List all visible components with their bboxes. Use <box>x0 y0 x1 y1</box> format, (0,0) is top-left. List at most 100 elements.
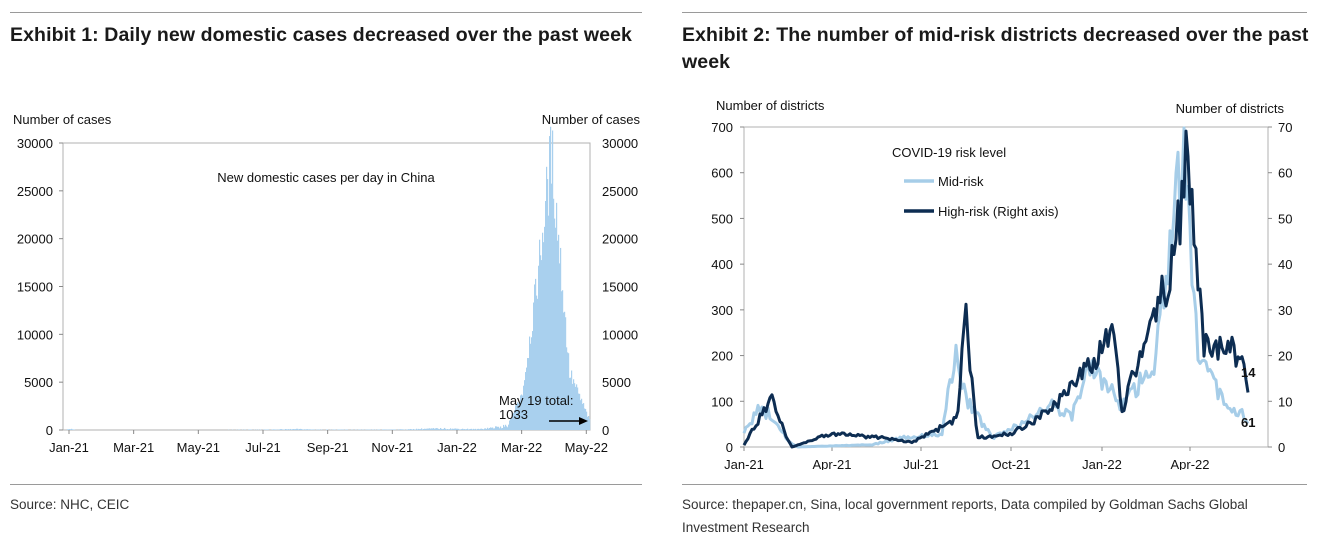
bar <box>513 412 515 430</box>
x-tick-label: Jul-21 <box>903 457 938 470</box>
y-tick-label-left: 15000 <box>17 280 53 295</box>
y-tick-label-right: 50 <box>1278 211 1292 226</box>
bar <box>567 352 569 430</box>
x-tick-label: Apr-22 <box>1170 457 1209 470</box>
bar <box>519 401 521 430</box>
bar <box>558 234 560 430</box>
bar <box>274 429 276 430</box>
bar <box>541 260 543 430</box>
bar <box>456 428 458 430</box>
bar <box>498 426 500 430</box>
exhibit-2-panel: Exhibit 2: The number of mid-risk distri… <box>672 0 1317 546</box>
y-tick-label-right: 5000 <box>602 375 631 390</box>
bar <box>579 393 581 430</box>
bar <box>502 427 504 430</box>
bar <box>451 429 453 430</box>
bar <box>413 428 415 430</box>
y-tick-label-left: 600 <box>711 166 733 181</box>
high-risk-line <box>742 129 1250 449</box>
bar <box>514 409 516 430</box>
bar <box>512 415 514 430</box>
bar <box>584 408 586 430</box>
bar <box>538 265 540 430</box>
y-tick-label-right: 10000 <box>602 327 638 342</box>
y-tick-label-left: 400 <box>711 257 733 272</box>
y-tick-label-right: 40 <box>1278 257 1292 272</box>
bar <box>72 429 74 430</box>
bar <box>483 429 485 430</box>
bar <box>419 429 421 430</box>
bar <box>582 403 584 430</box>
y-tick-label-right: 0 <box>1278 440 1285 455</box>
bar <box>501 428 503 430</box>
bar <box>447 429 449 430</box>
bar <box>286 429 288 430</box>
y-tick-label-left: 500 <box>711 211 733 226</box>
bar <box>568 353 570 430</box>
bar <box>556 202 558 430</box>
x-tick-label: Jan-22 <box>437 440 477 455</box>
bar <box>449 429 451 430</box>
bar <box>577 387 579 430</box>
y-tick-label-left: 20000 <box>17 232 53 247</box>
bar <box>279 429 281 430</box>
bar <box>442 429 444 430</box>
bar <box>571 370 573 430</box>
bar <box>408 429 410 430</box>
bar <box>301 429 303 430</box>
bar <box>534 284 536 430</box>
bar <box>493 428 495 430</box>
bar <box>525 372 527 430</box>
y-tick-label-left: 10000 <box>17 327 53 342</box>
exhibit-1-chart: Number of cases Number of cases 0 0 5000 5000… <box>13 112 640 455</box>
bar <box>532 331 534 430</box>
bar <box>484 428 486 430</box>
y-tick-label-left: 100 <box>711 394 733 409</box>
exhibit-2-chart: Number of districts Number of districts 0 1… <box>711 98 1292 470</box>
bar <box>559 263 561 430</box>
bar <box>505 424 507 430</box>
bar <box>466 429 468 430</box>
bar <box>485 428 487 430</box>
bar <box>287 429 289 430</box>
exhibit-2-source: Source: thepaper.cn, Sina, local governm… <box>682 497 1248 535</box>
bar <box>531 337 533 430</box>
y-tick-label-left: 200 <box>711 349 733 364</box>
bar <box>570 377 572 430</box>
bar <box>292 429 294 430</box>
x-tick-label: Nov-21 <box>371 440 413 455</box>
y-tick-label-left: 300 <box>711 303 733 318</box>
bar <box>428 428 430 430</box>
bar <box>547 179 549 430</box>
bar <box>516 404 518 430</box>
bar <box>310 429 312 430</box>
bar <box>300 428 302 430</box>
bar <box>492 427 494 430</box>
legend-label-mid: Mid-risk <box>938 174 984 189</box>
bar <box>535 278 537 430</box>
bar <box>275 429 277 430</box>
x-tick-label: Jan-21 <box>724 457 764 470</box>
bar <box>422 429 424 430</box>
bar <box>553 198 555 430</box>
bar <box>445 428 447 430</box>
bar <box>416 428 418 430</box>
bar <box>285 428 287 430</box>
bar <box>554 218 556 430</box>
bar <box>455 428 457 430</box>
bar <box>450 428 452 430</box>
bar <box>520 395 522 430</box>
bar <box>587 416 589 430</box>
bar <box>465 429 467 430</box>
x-tick-label: May-22 <box>565 440 608 455</box>
legend-title: COVID-19 risk level <box>892 145 1006 160</box>
bar <box>565 317 567 430</box>
exhibit-1-title: Exhibit 1: Daily new domestic cases decr… <box>10 24 633 46</box>
exhibit-2-title: Exhibit 2: The number of mid-risk distri… <box>682 24 1309 73</box>
bar <box>438 428 440 430</box>
bar <box>509 420 511 430</box>
bar <box>71 428 73 430</box>
bar <box>468 429 470 430</box>
bar <box>288 429 290 430</box>
bar <box>453 428 455 430</box>
